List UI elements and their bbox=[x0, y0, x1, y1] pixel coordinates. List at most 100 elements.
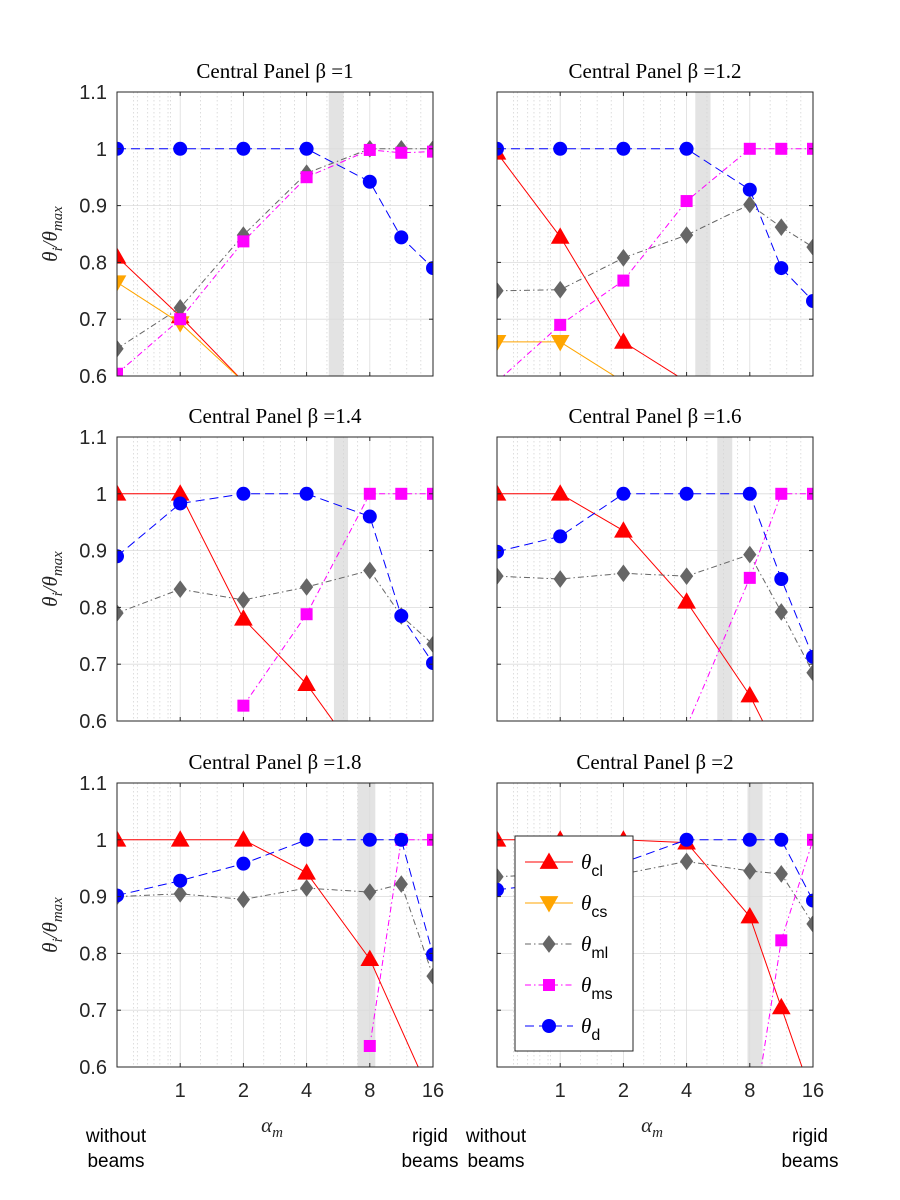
data-point-θd bbox=[236, 856, 251, 871]
y-tick-label: 0.7 bbox=[79, 1000, 107, 1022]
data-point-θd bbox=[299, 832, 314, 847]
data-point-θd bbox=[679, 486, 694, 501]
y-tick-label: 1 bbox=[96, 139, 107, 161]
y-tick-label: 0.9 bbox=[79, 196, 107, 218]
data-point-θml bbox=[117, 339, 124, 358]
data-point-θml bbox=[363, 561, 377, 580]
data-point-θcl bbox=[234, 830, 253, 847]
data-point-θcl bbox=[614, 332, 633, 349]
y-axis-label: θi/θmax bbox=[38, 897, 66, 953]
data-point-θcl bbox=[771, 997, 791, 1015]
data-point-θcs bbox=[497, 335, 507, 352]
data-point-θcl bbox=[550, 227, 570, 244]
data-point-θml bbox=[497, 281, 504, 300]
legend-marker-θcl bbox=[539, 852, 559, 869]
data-point-θms bbox=[743, 142, 756, 155]
plot-area bbox=[117, 437, 433, 721]
data-point-θd bbox=[553, 141, 568, 156]
data-point-θml bbox=[394, 875, 408, 893]
data-point-θml bbox=[679, 226, 694, 244]
legend-label-main: θ bbox=[581, 1014, 591, 1038]
without-beams-note: beams bbox=[467, 1151, 524, 1172]
ylabel-sub: i bbox=[50, 938, 66, 942]
panel-title: Central Panel β =2 bbox=[576, 750, 733, 774]
data-point-θd bbox=[774, 832, 789, 847]
data-point-θd bbox=[299, 486, 314, 501]
legend-label-main: θ bbox=[581, 891, 591, 915]
legend-marker-θd bbox=[542, 1019, 556, 1033]
data-point-θd bbox=[742, 832, 757, 847]
panel-4: Central Panel β =1.6 bbox=[496, 404, 814, 722]
axes-box bbox=[116, 91, 434, 377]
ylabel-main: θ bbox=[38, 943, 62, 953]
data-point-θml bbox=[553, 280, 567, 299]
data-point-θcl bbox=[740, 906, 760, 924]
x-axis-label: αm bbox=[261, 1113, 283, 1141]
legend-marker-θcs bbox=[539, 896, 559, 913]
data-point-θd bbox=[679, 832, 694, 847]
data-point-θml bbox=[806, 915, 813, 933]
xlabel-main: α bbox=[261, 1113, 273, 1137]
data-point-θd bbox=[553, 529, 568, 544]
legend-marker-θms bbox=[543, 979, 555, 991]
without-beams-note: without bbox=[85, 1126, 147, 1147]
data-point-θml bbox=[679, 567, 694, 585]
shaded-band bbox=[695, 92, 711, 376]
rigid-beams-note: beams bbox=[781, 1151, 838, 1172]
ylabel-slash: /θ bbox=[38, 922, 62, 939]
data-point-θml bbox=[743, 862, 757, 880]
data-point-θml bbox=[679, 852, 694, 871]
xlabel-sub: m bbox=[272, 1125, 283, 1141]
data-point-θml bbox=[426, 635, 433, 654]
data-point-θd bbox=[173, 496, 188, 511]
data-point-θd bbox=[616, 141, 631, 156]
ylabel-slash: /θ bbox=[38, 231, 62, 248]
legend-label: θcs bbox=[581, 891, 607, 921]
data-point-θms bbox=[363, 143, 376, 156]
panel-title: Central Panel β =1 bbox=[196, 59, 353, 83]
data-point-θd bbox=[616, 486, 631, 501]
data-point-θcl bbox=[117, 830, 127, 847]
data-point-θd bbox=[774, 261, 789, 276]
data-point-θml bbox=[743, 195, 757, 214]
data-point-θms bbox=[300, 171, 313, 184]
data-point-θml bbox=[299, 879, 314, 897]
data-point-θms bbox=[617, 274, 630, 287]
data-point-θd bbox=[497, 882, 504, 897]
legend-label-sub: ms bbox=[591, 986, 612, 1003]
data-point-θd bbox=[173, 141, 188, 156]
axes-box bbox=[496, 782, 814, 1068]
data-point-θd bbox=[117, 888, 124, 903]
y-tick-label: 0.6 bbox=[79, 1057, 107, 1079]
xlabel-main: α bbox=[641, 1113, 653, 1137]
data-point-θd bbox=[497, 544, 504, 559]
data-point-θms bbox=[743, 571, 756, 584]
data-point-θms bbox=[395, 487, 408, 500]
data-point-θcl bbox=[497, 830, 507, 847]
data-point-θd bbox=[236, 486, 251, 501]
ylabel-sub2: max bbox=[50, 897, 66, 922]
data-point-θd bbox=[426, 656, 433, 671]
data-point-θcl bbox=[677, 592, 696, 609]
y-tick-label: 1 bbox=[96, 484, 107, 506]
shaded-band bbox=[747, 783, 763, 1067]
data-point-θd bbox=[117, 549, 124, 564]
series-group bbox=[497, 484, 813, 721]
data-point-θml bbox=[236, 591, 251, 609]
panel-2: Central Panel β =1.2 bbox=[496, 59, 814, 377]
without-beams-note: without bbox=[465, 1126, 527, 1147]
y-tick-label: 0.7 bbox=[79, 309, 107, 331]
y-tick-label: 0.9 bbox=[79, 887, 107, 909]
series-line-θcl bbox=[497, 152, 679, 376]
data-point-θml bbox=[236, 890, 251, 909]
data-point-θml bbox=[363, 883, 377, 901]
panel-title: Central Panel β =1.4 bbox=[189, 404, 362, 428]
data-point-θcl bbox=[297, 863, 316, 880]
axes-box bbox=[496, 436, 814, 722]
data-point-θd bbox=[236, 141, 251, 156]
data-point-θml bbox=[173, 884, 187, 903]
data-point-θml bbox=[299, 578, 314, 596]
y-tick-label: 1.1 bbox=[79, 427, 107, 449]
axes-box bbox=[116, 782, 434, 1068]
data-point-θcl bbox=[297, 674, 316, 691]
